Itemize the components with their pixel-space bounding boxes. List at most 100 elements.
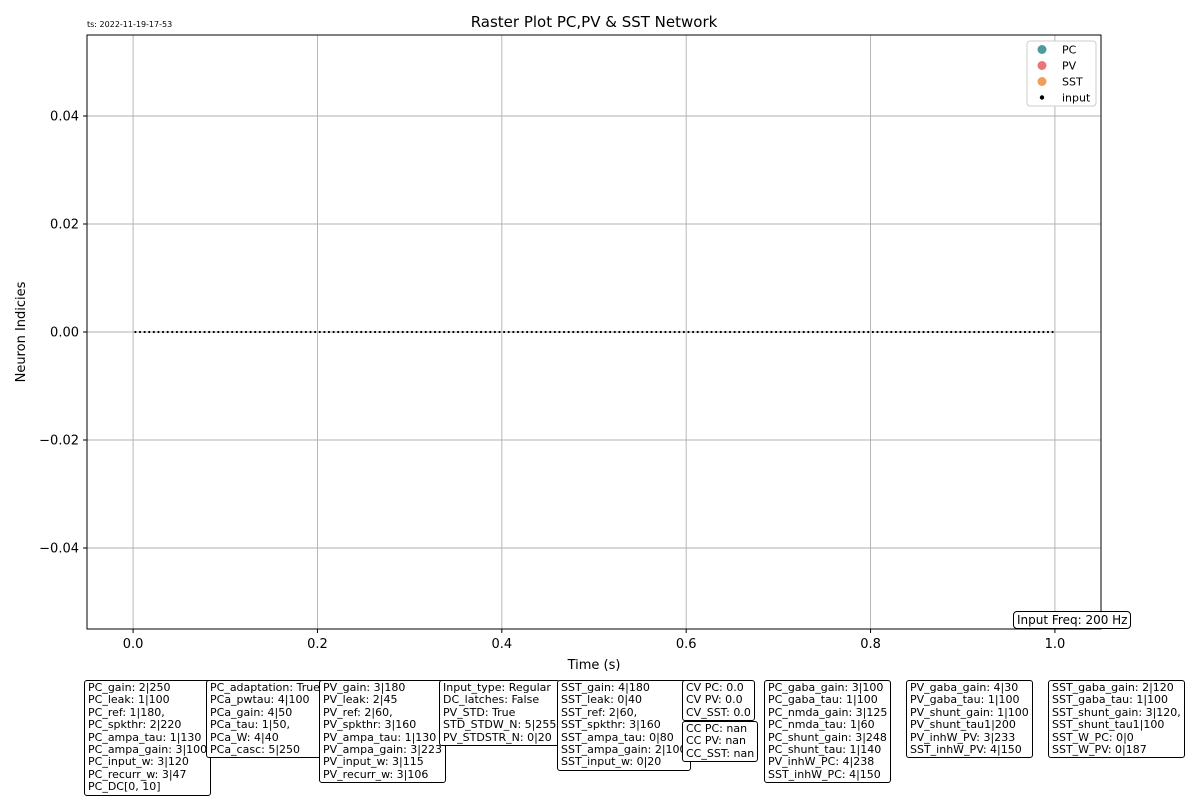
input-spike-point bbox=[678, 330, 681, 334]
input-spike-point bbox=[148, 330, 151, 334]
param-line: SST_W_PC: 0|0 bbox=[1052, 730, 1134, 744]
param-line: SST_gaba_gain: 2|120 bbox=[1052, 681, 1174, 694]
param-line: PV_gaba_gain: 4|30 bbox=[910, 681, 1019, 694]
param-box-sst: SST_gain: 4|180 SST_leak: 0|40 SST_ref: 2|… bbox=[557, 680, 691, 771]
input-spike-point bbox=[166, 330, 169, 334]
input-spike-point bbox=[645, 330, 649, 334]
input-spike-point bbox=[756, 330, 759, 334]
input-spike-point bbox=[857, 330, 861, 334]
input-spike-point bbox=[595, 330, 598, 334]
param-line: CC PV: nan bbox=[686, 734, 747, 748]
input-spike-point bbox=[821, 330, 824, 334]
param-line: PC_shunt_gain: 3|248 bbox=[768, 730, 887, 744]
input-spike-point bbox=[244, 330, 248, 334]
x-axis-label: Time (s) bbox=[567, 658, 621, 673]
input-spike-point bbox=[489, 330, 492, 334]
input-spike-point bbox=[830, 330, 833, 334]
x-tick-label: 0.0 bbox=[123, 637, 144, 652]
input-spike-point bbox=[936, 330, 939, 334]
input-spike-point bbox=[784, 330, 787, 334]
input-spike-point bbox=[715, 330, 718, 334]
x-tick-label: 1.0 bbox=[1045, 637, 1066, 652]
param-line: PV_spkthr: 3|160 bbox=[323, 718, 417, 732]
input-spike-point bbox=[369, 330, 372, 334]
input-spike-point bbox=[632, 330, 635, 334]
input-spike-point bbox=[604, 330, 607, 334]
input-spike-point bbox=[549, 330, 552, 334]
input-spike-point bbox=[175, 330, 178, 334]
input-spike-point bbox=[913, 330, 916, 334]
input-spike-point bbox=[309, 330, 312, 334]
input-spike-point bbox=[659, 330, 662, 334]
input-spike-point bbox=[558, 330, 561, 334]
input-spike-point bbox=[871, 330, 874, 334]
y-tick-label: −0.04 bbox=[39, 542, 79, 557]
input-spike-point bbox=[429, 330, 432, 334]
input-spike-point bbox=[157, 330, 160, 334]
input-spike-point bbox=[221, 330, 225, 334]
input-spike-point bbox=[424, 330, 427, 334]
param-line: CC PC: nan bbox=[686, 722, 748, 735]
input-spike-point bbox=[272, 330, 275, 334]
input-spike-point bbox=[687, 330, 690, 334]
input-spike-point bbox=[433, 330, 437, 334]
param-line: SST_input_w: 0|20 bbox=[561, 755, 662, 769]
input-spike-point bbox=[862, 330, 865, 334]
input-spike-point bbox=[378, 330, 381, 334]
param-line: CV PC: 0.0 bbox=[686, 681, 744, 694]
param-line: SST_spkthr: 3|160 bbox=[561, 718, 661, 732]
param-line: PC_gaba_tau: 1|100 bbox=[768, 693, 878, 707]
param-line: STD_STDW_N: 5|255 bbox=[443, 718, 557, 732]
input-spike-point bbox=[1019, 330, 1022, 334]
input-spike-point bbox=[581, 330, 584, 334]
y-tick-label: 0.00 bbox=[50, 326, 79, 341]
legend-label-pc: PC bbox=[1062, 44, 1077, 57]
legend-marker-pc bbox=[1037, 45, 1047, 54]
input-spike-point bbox=[945, 330, 948, 334]
param-line: PV_inhW_PV: 3|233 bbox=[910, 730, 1016, 744]
input-spike-point bbox=[138, 330, 142, 334]
input-spike-point bbox=[668, 330, 672, 334]
input-spike-point bbox=[705, 330, 709, 334]
input-spike-point bbox=[198, 330, 202, 334]
input-spike-point bbox=[751, 330, 755, 334]
input-spike-point bbox=[1005, 330, 1008, 334]
input-spike-point bbox=[355, 330, 358, 334]
input-spike-point bbox=[337, 330, 340, 334]
param-line: PC_nmda_tau: 1|60 bbox=[768, 718, 875, 732]
param-line: PC_ampa_gain: 3|100 bbox=[88, 743, 208, 757]
y-tick-label: 0.04 bbox=[50, 110, 79, 125]
input-spike-point bbox=[793, 330, 796, 334]
param-line: SST_gain: 4|180 bbox=[561, 681, 650, 694]
input-spike-point bbox=[397, 330, 400, 334]
param-box-pc: PC_gain: 2|250 PC_leak: 1|100 PC_ref: 1|18… bbox=[84, 680, 212, 796]
input-spike-point bbox=[392, 330, 395, 334]
param-line: SST_ampa_gain: 2|100 bbox=[561, 743, 687, 757]
input-spike-point bbox=[267, 330, 271, 334]
input-spike-point bbox=[1042, 330, 1045, 334]
param-line: PV_gaba_tau: 1|100 bbox=[910, 693, 1020, 707]
input-spike-point bbox=[977, 330, 980, 334]
input-spike-point bbox=[788, 330, 791, 334]
input-spike-point bbox=[641, 330, 644, 334]
param-line: PC_nmda_gain: 3|125 bbox=[768, 705, 888, 719]
legend-marker-input bbox=[1039, 95, 1045, 100]
input-spike-point bbox=[438, 330, 441, 334]
input-spike-point bbox=[599, 330, 603, 334]
param-line: SST_ampa_tau: 0|80 bbox=[561, 730, 674, 744]
input-spike-point bbox=[212, 330, 215, 334]
input-spike-point bbox=[774, 330, 778, 334]
input-spike-point bbox=[383, 330, 386, 334]
param-line: PC_DC[0, 10] bbox=[88, 780, 161, 794]
input-spike-point bbox=[291, 330, 294, 334]
param-line: PC_ampa_tau: 1|130 bbox=[88, 730, 202, 744]
input-spike-point bbox=[387, 330, 390, 334]
x-tick-label: 0.6 bbox=[676, 637, 697, 652]
input-spike-point bbox=[876, 330, 879, 334]
input-spike-point bbox=[991, 330, 994, 334]
input-spike-point bbox=[1010, 330, 1013, 334]
param-line: SST_shunt_tau1|100 bbox=[1052, 718, 1165, 732]
param-line: PV_STD: True bbox=[443, 705, 516, 719]
param-line: SST_shunt_gain: 3|120, bbox=[1052, 705, 1181, 719]
